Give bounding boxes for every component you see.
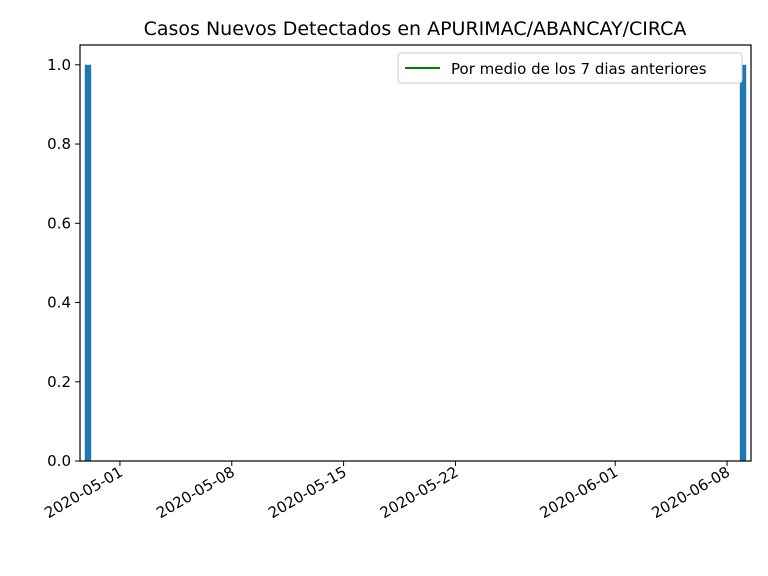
x-tick-label-3: 2020-05-22 [377, 463, 462, 522]
y-tick-label-0: 0.0 [47, 452, 71, 470]
legend-label: Por medio de los 7 dias anteriores [451, 60, 707, 78]
legend: Por medio de los 7 dias anteriores [397, 52, 743, 84]
x-tick-label-0: 2020-05-01 [41, 463, 126, 522]
x-tick-label-5: 2020-06-08 [649, 463, 734, 522]
plot-frame [79, 44, 752, 462]
y-tick-label-2: 0.4 [47, 294, 71, 312]
y-tick-label-5: 1.0 [47, 56, 71, 74]
bar-1 [739, 64, 747, 462]
bars-layer [84, 64, 747, 462]
x-tick-label-4: 2020-06-01 [537, 463, 622, 522]
y-tick-label-3: 0.6 [47, 214, 71, 232]
bar-0 [84, 64, 92, 462]
x-tick-label-2: 2020-05-15 [265, 463, 350, 522]
y-axis: 0.0 0.2 0.4 0.6 0.8 1.0 [47, 56, 80, 470]
x-axis: 2020-05-01 2020-05-08 2020-05-15 2020-05-22… [41, 461, 733, 522]
x-tick-label-1: 2020-05-08 [153, 463, 238, 522]
legend-box [397, 52, 743, 84]
y-tick-label-4: 0.8 [47, 135, 71, 153]
y-tick-label-1: 0.2 [47, 373, 71, 391]
chart-title: Casos Nuevos Detectados en APURIMAC/ABAN… [144, 18, 687, 40]
